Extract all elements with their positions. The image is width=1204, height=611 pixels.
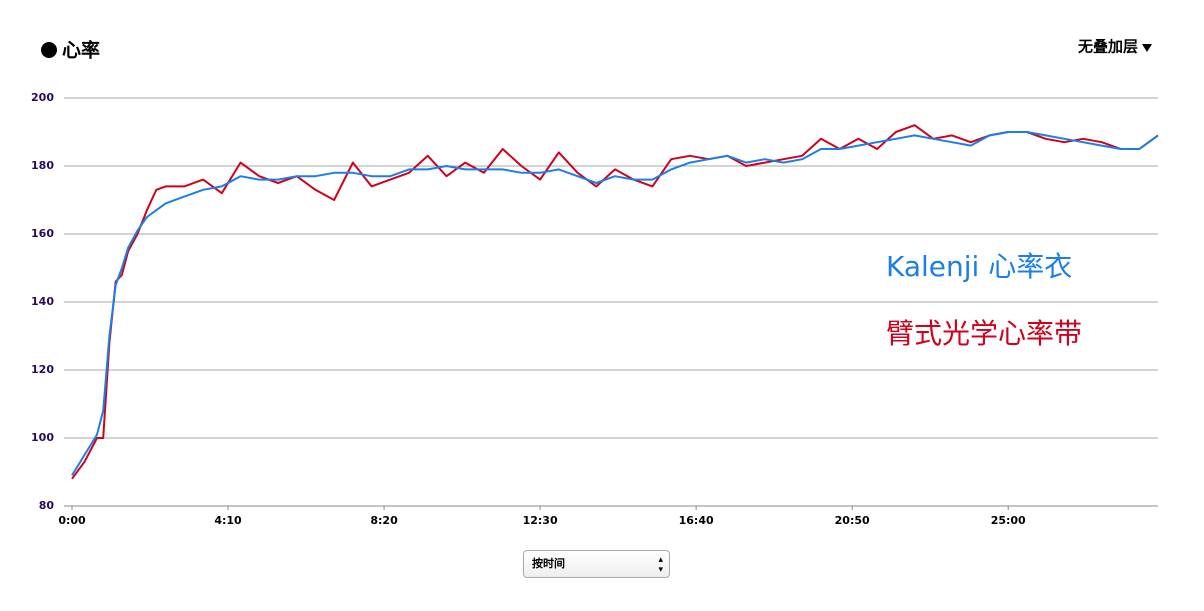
y-tick-label: 200 [31, 91, 54, 104]
y-tick-label: 140 [31, 295, 54, 308]
x-tick-label: 25:00 [991, 514, 1026, 527]
series-line [71, 131, 1159, 476]
y-tick-label: 160 [31, 227, 54, 240]
legend-label: Kalenji 心率衣 [886, 250, 1072, 283]
select-arrows: ▴ ▾ [658, 555, 663, 575]
chart-title: 心率 [62, 39, 100, 62]
x-tick-label: 0:00 [58, 514, 86, 527]
x-tick-label: 20:50 [835, 514, 870, 527]
y-tick-label: 100 [31, 431, 54, 444]
x-tick-label: 12:30 [523, 514, 558, 527]
overlay-arrow[interactable] [1142, 44, 1152, 52]
y-tick-label: 80 [39, 499, 55, 512]
legend-label: 臂式光学心率带 [886, 317, 1082, 350]
sort-select[interactable]: 按时间 ▴ ▾ [523, 550, 670, 578]
overlay-menu[interactable]: 无叠加层 [1077, 38, 1138, 56]
sort-label: 按时间 [532, 557, 565, 570]
x-tick-label: 16:40 [679, 514, 714, 527]
x-tick-label: 8:20 [370, 514, 398, 527]
chart: 心率 无叠加层 80 100 120 140 160 180 200 0:00 4:10 8:20… [31, 38, 1159, 527]
series-line [71, 124, 1159, 480]
x-tick-label: 4:10 [214, 514, 242, 527]
y-tick-label: 120 [31, 363, 54, 376]
y-tick-label: 180 [31, 159, 54, 172]
title-dot [41, 42, 57, 58]
